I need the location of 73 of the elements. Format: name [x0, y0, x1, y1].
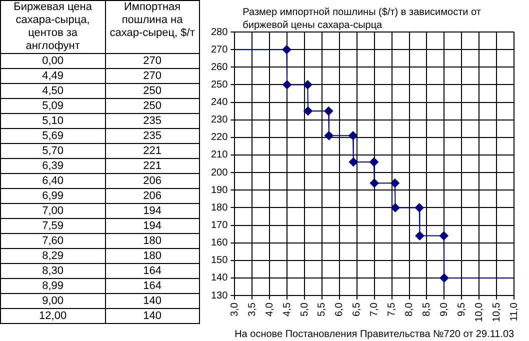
x-tick-label: 4,5 [282, 302, 293, 316]
y-tick-label: 210 [210, 150, 228, 161]
x-tick-label: 10,5 [491, 302, 502, 322]
y-tick-label: 250 [210, 79, 228, 90]
y-tick-label: 200 [210, 167, 228, 178]
x-tick-label: 8,0 [404, 302, 416, 316]
category-label: 6,39 [0, 158, 106, 174]
category-label: 8,29 [0, 248, 106, 264]
category-label: 8,99 [0, 278, 106, 294]
category-label: 12,00 [0, 308, 106, 324]
data-label: 180 [105, 234, 200, 248]
x-tick-label: 9,5 [456, 302, 468, 316]
data-label: 194 [105, 204, 200, 218]
data-label: 221 [105, 158, 200, 174]
data-label: 235 [105, 114, 200, 128]
category-label: 7,00 [0, 204, 106, 218]
data-label: 250 [105, 84, 200, 98]
x-tick-label: 11,0 [508, 302, 520, 322]
y-tick-label: 230 [210, 114, 228, 126]
data-label: 206 [105, 174, 200, 188]
x-tick-label: 3,5 [246, 302, 258, 316]
y-tick-label: 270 [210, 44, 228, 56]
category-label: 8,30 [0, 264, 106, 278]
x-tick-label: 6,5 [352, 302, 363, 316]
category-label: 5,09 [0, 98, 106, 114]
data-label: 140 [105, 294, 200, 308]
y-tick-label: 280 [210, 26, 228, 38]
x-tick-label: 7,5 [386, 302, 398, 316]
y-tick-label: 260 [210, 62, 228, 73]
text: На основе Постановления Правительства №720 от 29.11.03 [234, 328, 515, 340]
x-tick-label: 4,0 [264, 302, 276, 316]
data-label: 206 [105, 188, 200, 204]
category-label: 7,59 [0, 218, 106, 234]
y-tick-label: 220 [210, 132, 228, 144]
category-label: 9,00 [0, 294, 106, 308]
y-tick-label: 240 [210, 97, 228, 108]
x-tick-label: 5,5 [316, 302, 328, 316]
data-label: 140 [105, 308, 200, 324]
category-label: 6,99 [0, 188, 106, 204]
category-label: 0,00 [0, 54, 106, 68]
y-tick-label: 180 [210, 202, 228, 214]
y-tick-label: 190 [210, 184, 228, 196]
y-tick-label: 130 [210, 290, 228, 302]
y-tick-label: 170 [210, 220, 228, 232]
data-label: 164 [105, 264, 200, 278]
x-tick-label: 8,5 [421, 302, 432, 316]
chart-title: Размер импортной пошлины ($/т) в зависимости от биржевой цены сахара-сырца [242, 6, 482, 31]
y-tick-label: 160 [210, 238, 228, 249]
x-tick-label: 3,0 [229, 302, 240, 316]
data-label: 194 [105, 218, 200, 234]
x-tick-label: 10,0 [474, 302, 485, 322]
x-tick-label: 7,0 [369, 302, 380, 316]
data-label: 270 [105, 54, 200, 68]
data-label: 270 [105, 68, 200, 84]
x-tick-label: 5,0 [299, 302, 310, 316]
data-label: 221 [105, 144, 200, 158]
category-label: 6,40 [0, 174, 106, 188]
x-tick-label: 9,0 [438, 302, 450, 316]
category-label: 5,10 [0, 114, 106, 128]
text: Импортная пошлина на сахар-сырец, $/т [105, 0, 200, 54]
category-label: 4,49 [0, 68, 106, 84]
data-label: 250 [105, 98, 200, 114]
data-label: 180 [105, 248, 200, 264]
text: Биржевая цена сахара-сырца, центов за англофунт [0, 0, 106, 54]
data-label: 235 [105, 128, 200, 144]
y-tick-label: 140 [210, 272, 228, 284]
category-label: 5,70 [0, 144, 106, 158]
x-tick-label: 6,0 [334, 302, 346, 316]
category-label: 4,50 [0, 84, 106, 98]
data-label: 164 [105, 278, 200, 294]
category-label: 7,60 [0, 234, 106, 248]
category-label: 5,69 [0, 128, 106, 144]
y-tick-label: 150 [210, 255, 228, 266]
